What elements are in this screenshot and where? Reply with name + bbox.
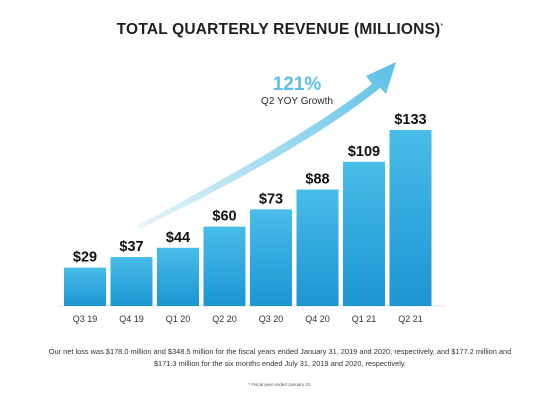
bar-q1-21 <box>343 161 385 306</box>
chart-title: TOTAL QUARTERLY REVENUE (MILLIONS)* <box>0 21 560 39</box>
x-tick-label: Q1 20 <box>166 314 191 324</box>
bar-q4-20 <box>296 189 339 306</box>
fiscal-year-footnote: * Fiscal year ended January 31. <box>248 382 312 387</box>
bar-value-label: $109 <box>348 144 380 160</box>
bar-value-label: $88 <box>305 172 329 188</box>
bar-q1-20 <box>157 247 199 306</box>
bar-q2-20 <box>203 226 246 306</box>
bar-value-label: $60 <box>212 209 236 225</box>
bar-q3-20 <box>250 209 292 306</box>
x-tick-label: Q2 20 <box>212 314 237 324</box>
x-tick-label: Q1 21 <box>352 314 377 324</box>
x-tick-label: Q4 20 <box>305 314 330 324</box>
bar-value-label: $133 <box>394 112 426 128</box>
net-loss-note: Our net loss was $178.0 million and $348… <box>48 347 512 368</box>
chart-title-text: TOTAL QUARTERLY REVENUE (MILLIONS) <box>116 21 441 38</box>
bar-q3-19 <box>64 267 106 306</box>
growth-label: Q2 YOY Growth <box>261 96 333 107</box>
bar-value-label: $37 <box>119 239 143 255</box>
bar-value-label: $73 <box>259 191 283 207</box>
x-tick-label: Q3 19 <box>73 314 98 324</box>
title-footnote-mark: * <box>440 22 444 30</box>
x-tick-label: Q2 21 <box>398 314 423 324</box>
bar-value-label: $44 <box>166 230 190 246</box>
x-tick-label: Q3 20 <box>259 314 284 324</box>
bar-value-label: $29 <box>73 250 97 266</box>
bar-q2-21 <box>389 130 432 306</box>
growth-percentage: 121% <box>272 74 322 95</box>
bar-q4-19 <box>110 257 153 306</box>
x-tick-label: Q4 19 <box>119 314 144 324</box>
growth-arrow <box>138 62 396 229</box>
